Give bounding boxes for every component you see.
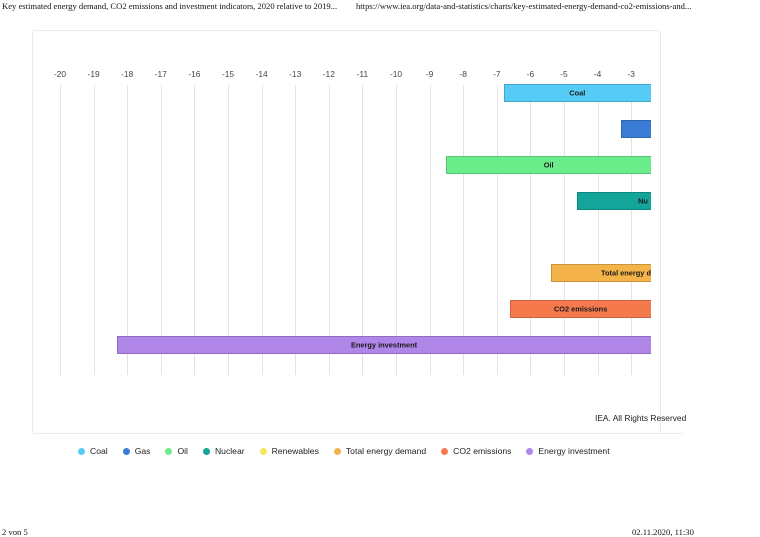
print-footer-datetime: 02.11.2020, 11:30 bbox=[632, 527, 694, 537]
bar-coal[interactable] bbox=[503, 84, 651, 102]
gridline bbox=[261, 85, 263, 375]
gridline bbox=[93, 85, 95, 375]
legend-item[interactable]: CO2 emissions bbox=[441, 446, 511, 456]
bar-data-label: Nu bbox=[638, 196, 648, 206]
x-tick-label: -5 bbox=[560, 69, 568, 79]
legend-swatch bbox=[259, 447, 267, 455]
gridline bbox=[160, 85, 162, 375]
legend-item[interactable]: Coal bbox=[78, 446, 108, 456]
legend-swatch bbox=[526, 447, 534, 455]
legend-label: Coal bbox=[90, 446, 108, 456]
gridline bbox=[362, 85, 364, 375]
x-tick-label: -20 bbox=[53, 69, 67, 79]
bar-data-label: Energy investment bbox=[350, 340, 418, 350]
x-tick-label: -9 bbox=[425, 69, 434, 79]
gridline bbox=[564, 85, 565, 375]
legend-label: Nuclear bbox=[214, 446, 245, 456]
legend-divider bbox=[73, 433, 683, 434]
bar-gas[interactable] bbox=[621, 120, 651, 138]
bar-energy-investment[interactable] bbox=[117, 336, 651, 354]
legend-swatch bbox=[333, 447, 341, 455]
gridline bbox=[295, 85, 297, 375]
legend-item[interactable]: Total energy demand bbox=[333, 446, 427, 456]
gridline bbox=[530, 85, 532, 375]
legend-swatch bbox=[441, 447, 449, 455]
bar-nuclear[interactable] bbox=[577, 192, 651, 210]
gridline bbox=[496, 85, 498, 375]
gridline bbox=[60, 85, 61, 375]
bar-data-label: CO2 emissions bbox=[553, 304, 608, 314]
x-tick-label: -13 bbox=[289, 69, 302, 79]
bar-data-label: Oil bbox=[543, 160, 554, 170]
x-tick-label: -8 bbox=[459, 69, 467, 79]
print-header-title: Key estimated energy demand, CO2 emissio… bbox=[2, 1, 338, 11]
legend-label: Renewables bbox=[271, 446, 319, 456]
x-tick-label: -4 bbox=[593, 69, 602, 79]
gridline bbox=[463, 85, 465, 375]
chart-legend: Coal Gas Oil Nuclear Renewables Total energy … bbox=[78, 445, 610, 457]
gridline bbox=[396, 85, 397, 375]
gridline bbox=[328, 85, 330, 375]
legend-item[interactable]: Oil bbox=[165, 446, 188, 456]
x-tick-label: -12 bbox=[322, 69, 335, 79]
x-tick-label: -16 bbox=[188, 69, 201, 79]
bar-total-energy-demand[interactable] bbox=[550, 264, 651, 282]
gridline bbox=[429, 85, 431, 375]
x-tick-label: -6 bbox=[526, 69, 535, 79]
gridline bbox=[127, 85, 129, 375]
bar-oil[interactable] bbox=[446, 156, 651, 174]
x-tick-label: -14 bbox=[255, 69, 268, 79]
legend-label: CO2 emissions bbox=[453, 446, 512, 456]
x-tick-label: -19 bbox=[87, 69, 100, 79]
legend-swatch bbox=[122, 447, 130, 455]
x-tick-label: -17 bbox=[154, 69, 167, 79]
legend-item[interactable]: Nuclear bbox=[202, 446, 245, 456]
x-tick-label: -18 bbox=[121, 69, 134, 79]
x-tick-label: -3 bbox=[627, 69, 635, 79]
print-header-url: https://www.iea.org/data-and-statistics/… bbox=[356, 1, 692, 11]
legend-label: Gas bbox=[134, 446, 151, 456]
legend-swatch bbox=[165, 447, 173, 455]
x-tick-label: -11 bbox=[356, 69, 369, 79]
copyright-text: IEA. All Rights Reserved bbox=[595, 413, 687, 423]
gridline bbox=[194, 85, 196, 375]
print-footer-page: 2 von 5 bbox=[2, 527, 28, 537]
chart-card: -20 -19 -18 -17 -16 -15 -14 -13 -12 -11 -10 -9 -8 -7 -… bbox=[32, 30, 686, 456]
bar-data-label: Total energy d bbox=[601, 268, 651, 278]
x-tick-label: -7 bbox=[493, 69, 501, 79]
legend-item[interactable]: Energy investment bbox=[526, 446, 610, 456]
bar-co2-emissions[interactable] bbox=[510, 300, 651, 318]
legend-label: Energy investment bbox=[538, 446, 610, 456]
x-tick-label: -10 bbox=[389, 69, 403, 79]
legend-item[interactable]: Gas bbox=[122, 446, 151, 456]
gridline bbox=[631, 85, 633, 375]
x-tick-label: -15 bbox=[221, 69, 235, 79]
bar-chart: -20 -19 -18 -17 -16 -15 -14 -13 -12 -11 -10 -9 -8 -7 -… bbox=[33, 31, 651, 391]
gridline bbox=[228, 85, 229, 375]
legend-swatch bbox=[202, 447, 210, 455]
gridline bbox=[597, 85, 599, 375]
bar-data-label: Coal bbox=[569, 88, 586, 98]
legend-item[interactable]: Renewables bbox=[259, 446, 319, 456]
legend-swatch bbox=[78, 447, 85, 455]
legend-label: Total energy demand bbox=[345, 446, 427, 456]
legend-label: Oil bbox=[177, 446, 188, 456]
